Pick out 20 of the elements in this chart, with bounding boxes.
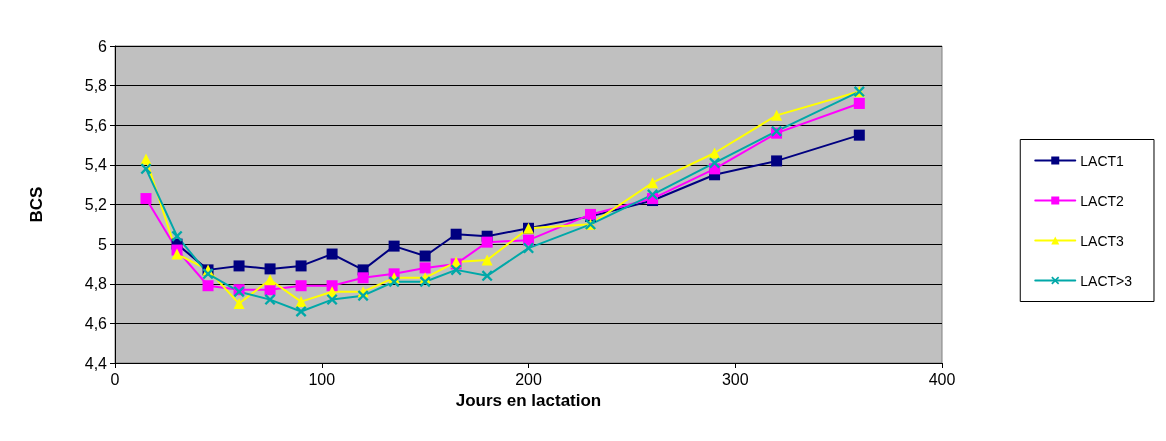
x-tick-label: 100 [308,370,336,388]
y-tick-label: 5,2 [84,196,108,213]
y-axis-title: BCS [27,186,46,223]
legend-label: LACT3 [1080,232,1125,249]
x-tick-label: 300 [721,370,749,388]
x-tick-label: 0 [110,370,120,388]
y-tick-label: 5,4 [84,156,108,174]
y-tick-label: 4,8 [84,275,108,293]
y-tick-label: 5 [98,235,108,253]
x-tick-label: 200 [515,370,542,388]
legend-label: LACT>3 [1080,272,1133,289]
legend-label: LACT2 [1080,192,1125,209]
y-tick-label: 4,4 [84,354,108,372]
y-tick-label: 6 [98,37,108,55]
y-tick-label: 4,6 [84,314,108,332]
y-tick-label: 5,8 [84,77,108,95]
legend-label: LACT1 [1080,152,1125,169]
x-tick-label: 400 [928,370,956,388]
y-tick-label: 5,6 [84,116,108,134]
x-axis-title: Jours en lactation [455,390,602,410]
